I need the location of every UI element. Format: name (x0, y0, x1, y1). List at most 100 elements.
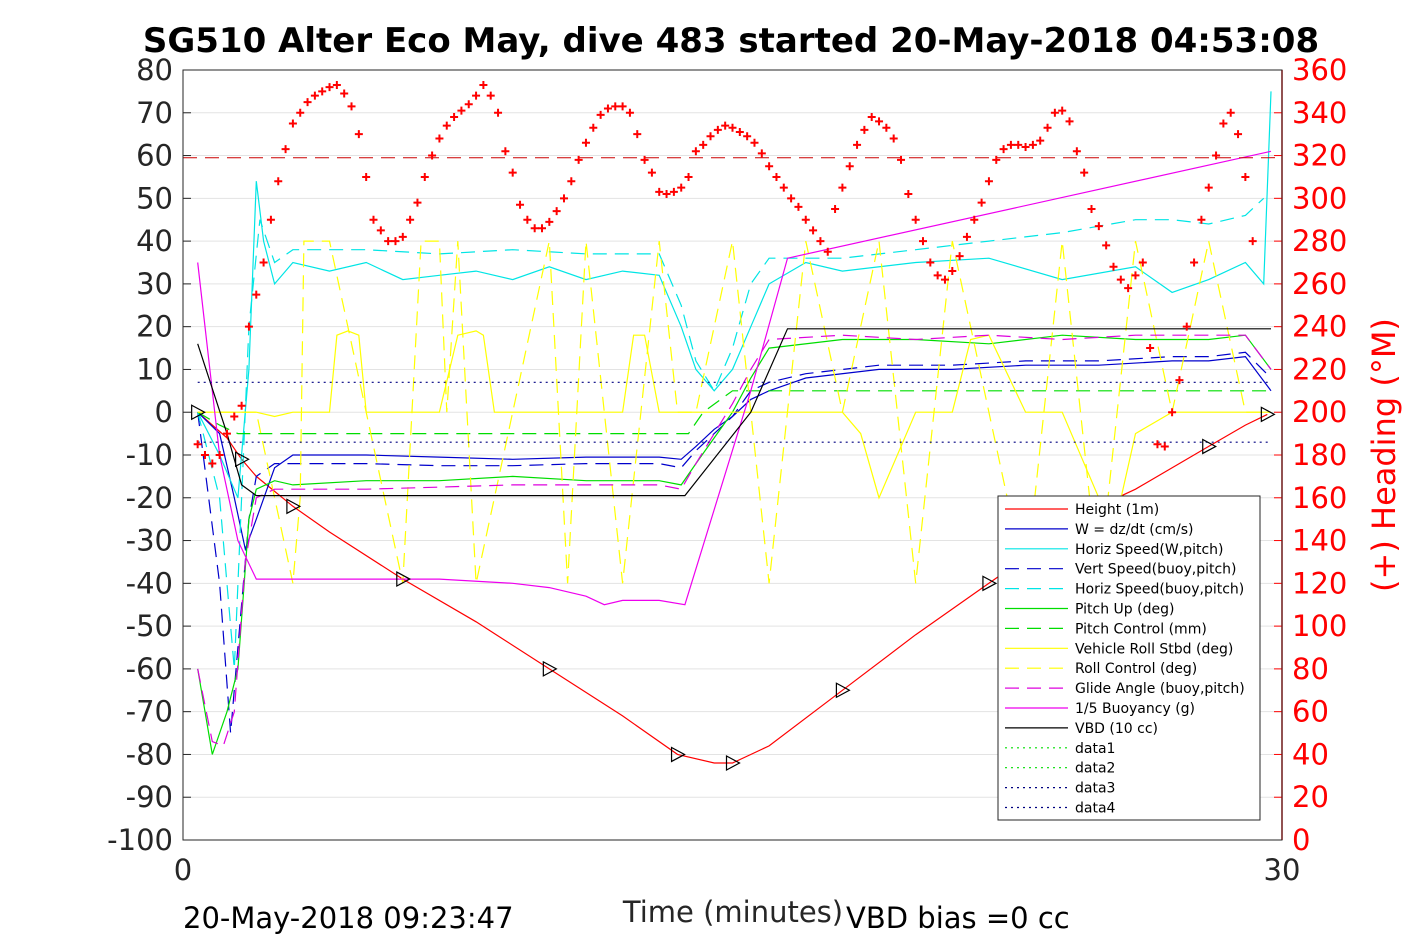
legend-label: data2 (1075, 761, 1115, 777)
heading-marker (1212, 151, 1221, 160)
heading-marker (984, 177, 993, 186)
heading-marker (428, 151, 437, 160)
series-line (197, 390, 1271, 435)
heading-marker (1028, 140, 1037, 149)
heading-marker (1146, 344, 1155, 353)
heading-marker (274, 177, 283, 186)
heading-marker (1168, 408, 1177, 417)
heading-marker (559, 194, 568, 203)
series-line (197, 334, 1272, 755)
heading-marker (801, 215, 810, 224)
heading-marker (398, 232, 407, 241)
left-tick-label: -70 (126, 695, 173, 729)
heading-marker (816, 237, 825, 246)
heading-marker (926, 258, 935, 267)
heading-marker (735, 128, 744, 137)
plot-area (183, 80, 1282, 772)
heading-markers (183, 80, 1282, 468)
heading-marker (376, 226, 385, 235)
heading-marker (757, 149, 766, 158)
right-tick-label: 140 (1292, 524, 1347, 558)
legend-box (997, 495, 1261, 821)
heading-marker (1036, 136, 1045, 145)
left-tick-label: 40 (136, 224, 173, 258)
heading-marker (1065, 117, 1074, 126)
heading-marker (904, 190, 913, 199)
heading-marker (970, 215, 979, 224)
height-marker (1260, 406, 1276, 423)
chart-title: SG510 Alter Eco May, dive 483 started 20… (143, 21, 1319, 61)
legend-label: Vehicle Roll Stbd (deg) (1075, 641, 1233, 657)
legend-label: Pitch Up (deg) (1075, 602, 1174, 618)
heading-marker (618, 102, 627, 111)
heading-marker (728, 123, 737, 132)
heading-marker (962, 232, 971, 241)
legend-label: Pitch Control (mm) (1075, 621, 1207, 637)
right-tick-label: 280 (1292, 224, 1347, 258)
left-tick-label: -50 (126, 609, 173, 643)
footer-vbd-bias: VBD bias =0 cc (846, 901, 1070, 935)
heading-marker (435, 134, 444, 143)
right-tick-label: 180 (1292, 438, 1347, 472)
heading-marker (259, 258, 268, 267)
height-marker (542, 660, 558, 677)
heading-marker (222, 429, 231, 438)
heading-marker (494, 108, 503, 117)
heading-marker (640, 155, 649, 164)
heading-marker (867, 113, 876, 122)
heading-marker (1043, 123, 1052, 132)
left-tick-label: -10 (126, 438, 173, 472)
heading-marker (794, 202, 803, 211)
heading-marker (1241, 172, 1250, 181)
heading-marker (523, 215, 532, 224)
right-tick-label: 160 (1292, 481, 1347, 515)
heading-marker (647, 168, 656, 177)
heading-marker (823, 247, 832, 256)
right-y-axis: 3603403203002802602402202001801601401201… (1274, 53, 1347, 857)
height-marker (982, 575, 998, 592)
heading-marker (955, 252, 964, 261)
left-tick-label: -60 (126, 652, 173, 686)
right-tick-label: 80 (1292, 652, 1329, 686)
series-lines (191, 91, 1276, 772)
left-tick-label: -20 (126, 481, 173, 515)
heading-marker (362, 172, 371, 181)
heading-marker (1160, 442, 1169, 451)
heading-marker (230, 412, 239, 421)
legend-label: Horiz Speed(buoy,pitch) (1075, 582, 1244, 598)
legend-label: data1 (1075, 741, 1115, 757)
heading-marker (1072, 147, 1081, 156)
heading-marker (208, 459, 217, 468)
heading-marker (669, 187, 678, 196)
series-line (197, 91, 1272, 499)
heading-marker (1182, 322, 1191, 331)
heading-marker (1190, 258, 1199, 267)
left-tick-label: 0 (155, 395, 173, 429)
heading-marker (699, 140, 708, 149)
heading-marker (1219, 119, 1228, 128)
series-line (197, 150, 1272, 606)
heading-marker (1116, 275, 1125, 284)
series-line (197, 334, 1272, 747)
heading-marker (464, 100, 473, 109)
heading-marker (918, 237, 927, 246)
heading-marker (1087, 205, 1096, 214)
heading-marker (750, 138, 759, 147)
height-marker (835, 682, 851, 699)
heading-marker (1226, 108, 1235, 117)
heading-marker (882, 123, 891, 132)
left-tick-label: 30 (136, 267, 173, 301)
height-marker (1202, 438, 1217, 455)
heading-marker (1204, 183, 1213, 192)
heading-marker (347, 102, 356, 111)
legend-label: data3 (1075, 781, 1115, 797)
left-tick-label: -80 (126, 737, 173, 771)
heading-marker (318, 87, 327, 96)
left-y-axis: 80 70 60 50 40 30 20 10 0 -10 -20 -30 -40 -50 -60 -70 -8… (107, 53, 191, 857)
heading-marker (1131, 271, 1140, 280)
height-marker (396, 571, 412, 588)
heading-marker (625, 108, 634, 117)
heading-marker (589, 123, 598, 132)
heading-marker (831, 205, 840, 214)
